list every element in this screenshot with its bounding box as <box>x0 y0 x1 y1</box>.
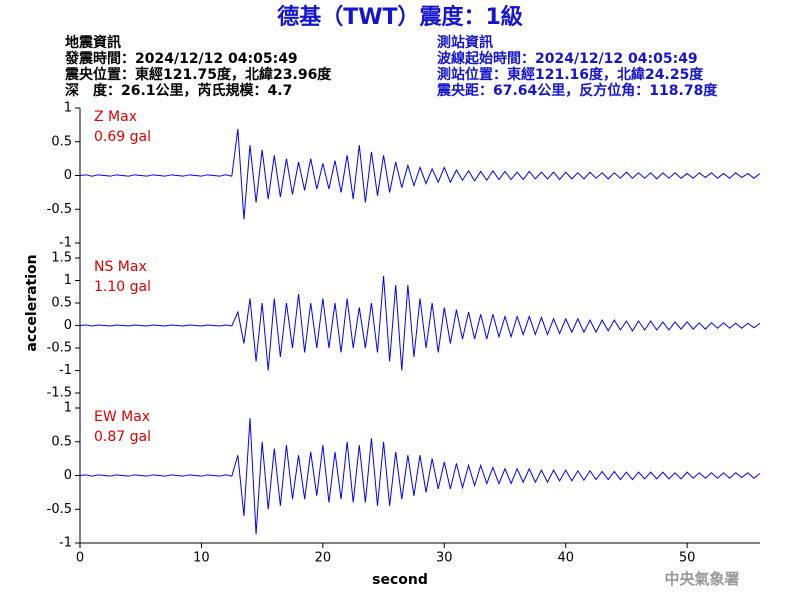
y-tick-label: -0.5 <box>47 202 72 217</box>
y-tick-label: 1.5 <box>51 251 72 266</box>
info-right: 波線起始時間：2024/12/12 04:05:49 <box>437 50 698 67</box>
y-tick-label: -1 <box>59 236 72 251</box>
x-tick-label: 10 <box>193 551 210 566</box>
chart-title: 德基（TWT）震度：1級 <box>277 4 523 30</box>
y-tick-label: 1 <box>64 101 72 116</box>
y-axis-label: acceleration <box>24 254 40 351</box>
panel-max: 1.10 gal <box>94 279 151 295</box>
x-tick-label: 0 <box>76 551 84 566</box>
y-tick-label: 0 <box>64 468 72 483</box>
waveform <box>79 128 761 220</box>
panel-max: 0.69 gal <box>94 129 151 145</box>
y-tick-label: 1 <box>64 273 72 288</box>
panel-name: NS Max <box>94 259 147 275</box>
info-right: 測站資訊 <box>437 34 493 51</box>
y-tick-label: -1.5 <box>47 386 72 401</box>
x-axis-label: second <box>372 572 428 588</box>
y-tick-label: 0 <box>64 168 72 183</box>
info-right: 測站位置：東經121.16度，北緯24.25度 <box>437 66 704 83</box>
panel-max: 0.87 gal <box>94 429 151 445</box>
info-left: 發震時間：2024/12/12 04:05:49 <box>64 50 298 67</box>
y-tick-label: -1 <box>59 536 72 551</box>
info-left: 地震資訊 <box>65 34 121 51</box>
waveform <box>79 275 761 371</box>
x-tick-label: 50 <box>679 551 696 566</box>
y-tick-label: 0.5 <box>51 134 72 149</box>
y-tick-label: -1 <box>59 363 72 378</box>
y-tick-label: 0.5 <box>51 296 72 311</box>
x-tick-label: 40 <box>557 551 574 566</box>
y-tick-label: -0.5 <box>47 502 72 517</box>
panel-name: EW Max <box>94 409 150 425</box>
panel-name: Z Max <box>94 109 137 125</box>
info-left: 震央位置：東經121.75度，北緯23.96度 <box>64 66 332 83</box>
y-tick-label: 0.5 <box>51 434 72 449</box>
waveform <box>79 418 761 535</box>
x-tick-label: 30 <box>436 551 453 566</box>
info-right: 震央距：67.64公里，反方位角：118.78度 <box>436 82 718 99</box>
x-tick-label: 20 <box>315 551 332 566</box>
info-left: 深 度：26.1公里，芮氏規模：4.7 <box>65 82 292 99</box>
y-tick-label: 0 <box>64 318 72 333</box>
credit: 中央氣象署 <box>664 570 739 588</box>
y-tick-label: 1 <box>64 401 72 416</box>
y-tick-label: -0.5 <box>47 341 72 356</box>
